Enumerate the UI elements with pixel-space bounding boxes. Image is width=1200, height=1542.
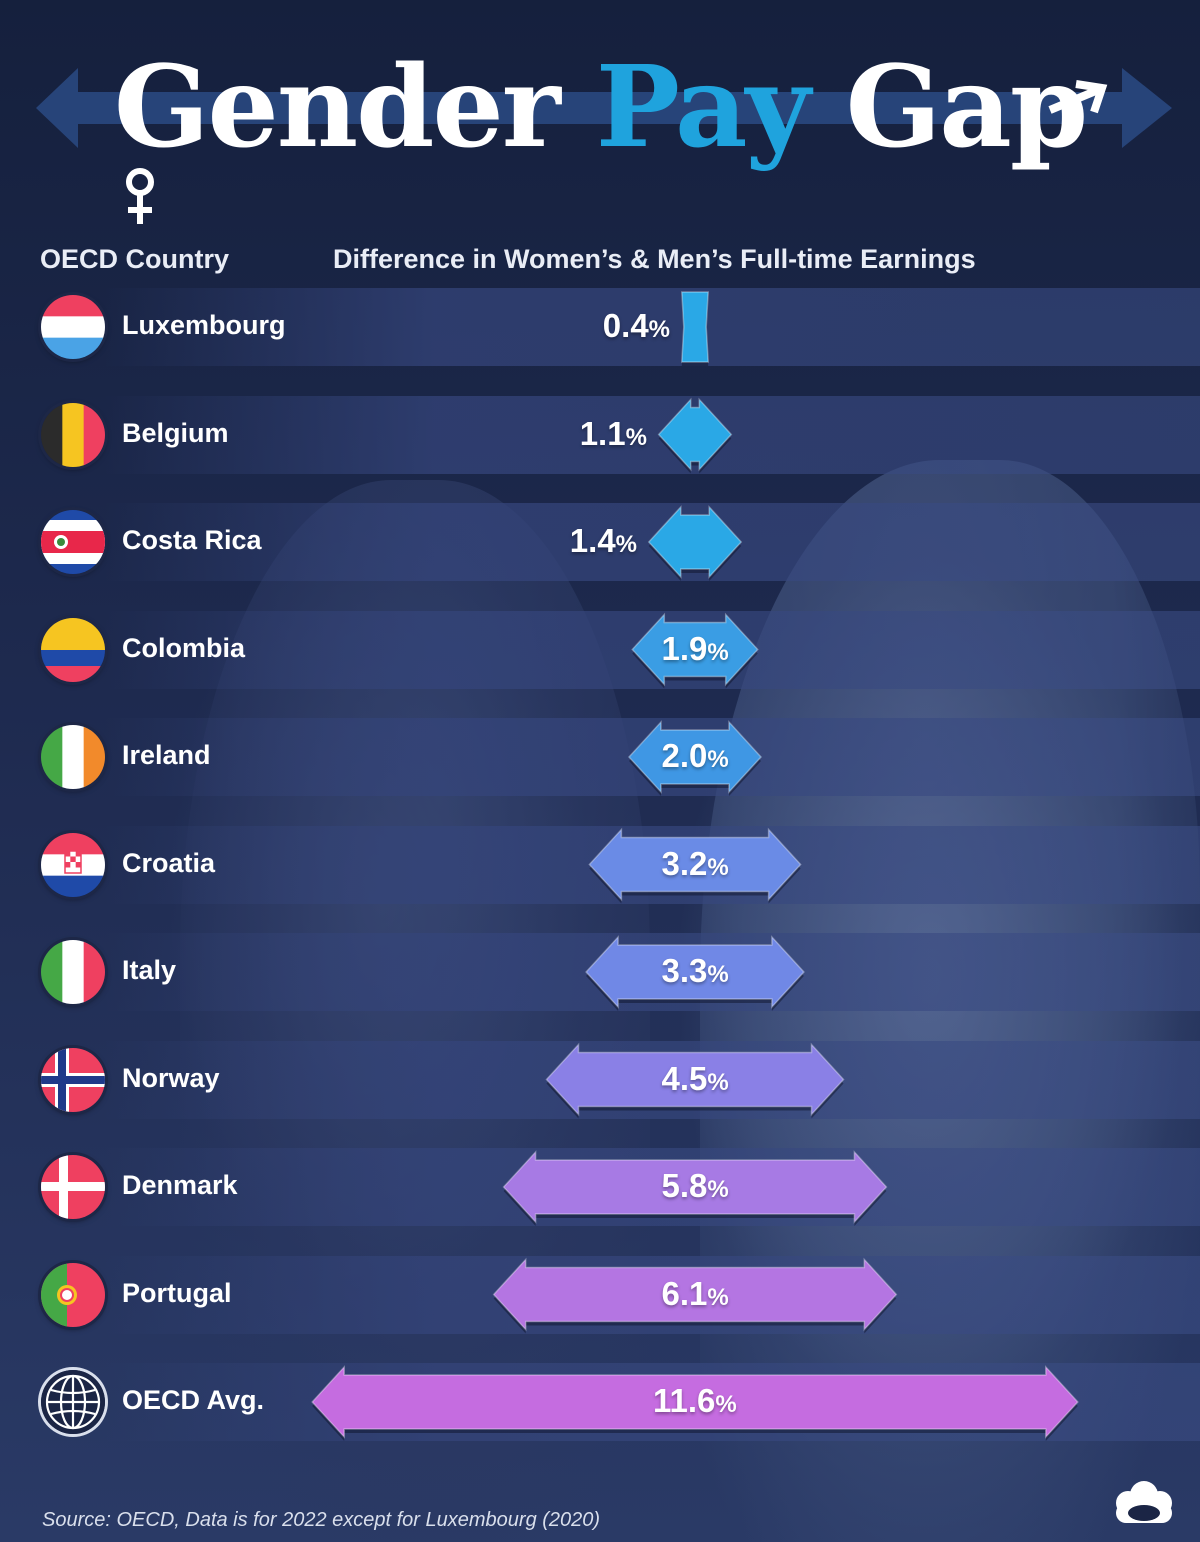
data-label-value: 1.4: [569, 522, 616, 559]
data-label-value: 1.1: [579, 414, 626, 452]
data-label-unit: %: [707, 961, 729, 988]
country-label-costa-rica: Costa Rica: [122, 525, 262, 555]
data-label-value: 0.4: [602, 307, 649, 344]
country-label-ireland: Ireland: [122, 740, 211, 770]
data-label-value: 4.5: [661, 1059, 708, 1097]
bar-ireland: [627, 720, 763, 794]
ireland-flag-icon: [41, 725, 105, 789]
bar-denmark: [502, 1150, 888, 1224]
portugal-flag-icon: [41, 1262, 105, 1327]
bar-portugal: [492, 1257, 898, 1332]
data-label-denmark: 5.8%: [662, 1167, 729, 1205]
data-label-value: 3.3: [661, 952, 708, 989]
data-label-italy: 3.3%: [662, 952, 729, 990]
data-label-costa-rica: 1.4%: [570, 522, 637, 560]
data-label-unit: %: [707, 1283, 729, 1311]
data-label-value: 5.8: [661, 1167, 708, 1204]
country-label-norway: Norway: [122, 1062, 220, 1093]
data-label-croatia: 3.2%: [662, 845, 729, 883]
source-note: Source: OECD, Data is for 2022 except fo…: [42, 1509, 601, 1531]
data-label-unit: %: [615, 531, 638, 558]
venus-symbol-icon: [126, 168, 154, 224]
data-label-unit: %: [707, 1176, 729, 1203]
bar-croatia: [588, 827, 802, 902]
luxembourg-flag-icon: [41, 295, 105, 359]
italy-flag-icon: [41, 940, 105, 1004]
column-header-difference: Difference in Women’s & Men’s Full-time …: [333, 244, 976, 274]
bar-colombia: [631, 612, 759, 687]
data-label-value: 6.1: [661, 1274, 708, 1312]
bar-italy: [585, 935, 805, 1009]
bar-luxembourg: [681, 291, 709, 363]
data-label-unit: %: [707, 853, 729, 881]
row-band-luxembourg: [105, 288, 1200, 366]
title-block: Gender Pay Gap: [0, 30, 1200, 224]
data-label-unit: %: [707, 1068, 729, 1096]
data-label-norway: 4.5%: [662, 1060, 729, 1098]
data-label-unit: %: [625, 423, 647, 451]
belgium-flag-icon: [41, 402, 105, 467]
row-band-belgium: [105, 395, 1200, 474]
country-label-denmark: Denmark: [122, 1170, 238, 1200]
data-label-oecd-avg: 11.6%: [653, 1382, 737, 1420]
title-gender: Gender: [113, 42, 561, 173]
country-label-oecd-avg: OECD Avg.: [122, 1385, 265, 1415]
title-gap: Gap: [845, 42, 1089, 173]
data-label-unit: %: [648, 316, 671, 343]
data-label-unit: %: [707, 746, 729, 773]
data-label-value: 1.9: [661, 629, 708, 667]
country-label-luxembourg: Luxembourg: [122, 310, 286, 340]
country-label-portugal: Portugal: [122, 1277, 232, 1308]
data-label-portugal: 6.1%: [662, 1275, 729, 1313]
bar-belgium: [657, 397, 733, 472]
data-label-unit: %: [715, 1391, 737, 1418]
data-label-value: 3.2: [661, 844, 708, 882]
country-label-croatia: Croatia: [122, 847, 216, 878]
country-label-italy: Italy: [122, 955, 177, 985]
data-label-unit: %: [707, 638, 729, 666]
column-header-country: OECD Country: [40, 244, 229, 274]
country-label-belgium: Belgium: [122, 417, 229, 448]
denmark-flag-icon: [41, 1155, 105, 1219]
data-label-value: 11.6: [653, 1382, 716, 1419]
data-label-luxembourg: 0.4%: [603, 307, 670, 345]
title-double-arrow: [36, 68, 1172, 148]
norway-flag-icon: [41, 1047, 105, 1112]
bar-costa-rica: [647, 505, 743, 579]
data-label-ireland: 2.0%: [662, 737, 729, 775]
country-label-colombia: Colombia: [122, 632, 246, 663]
bar-oecd-avg: [311, 1365, 1079, 1439]
croatia-flag-icon: [41, 832, 105, 897]
globe-icon: [41, 1370, 105, 1434]
bar-norway: [545, 1042, 845, 1117]
data-label-value: 2.0: [661, 737, 708, 774]
mars-symbol-icon: [1048, 80, 1108, 114]
data-label-colombia: 1.9%: [662, 630, 729, 668]
logo-icon: [1116, 1481, 1172, 1523]
costa-rica-flag-icon: [41, 510, 105, 574]
data-label-belgium: 1.1%: [580, 415, 647, 453]
page-title: Gender Pay Gap: [0, 38, 1200, 178]
title-pay: Pay: [595, 42, 811, 173]
